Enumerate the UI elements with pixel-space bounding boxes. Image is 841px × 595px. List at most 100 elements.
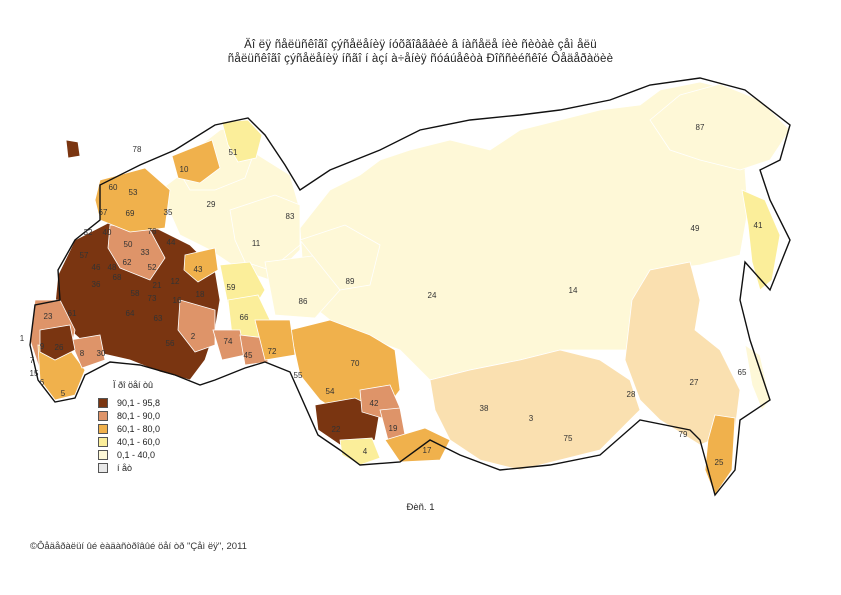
legend-item-90-95: 90,1 - 95,8	[98, 396, 160, 409]
region-label-24: 24	[428, 291, 437, 300]
region-label-46: 46	[92, 263, 101, 272]
region-label-9: 9	[40, 342, 45, 351]
region-label-55: 55	[294, 371, 303, 380]
region-label-56: 56	[166, 339, 175, 348]
region-label-45: 45	[244, 351, 253, 360]
region-label-61: 61	[68, 309, 77, 318]
region-label-79: 79	[679, 430, 688, 439]
region-chukotka[interactable]	[649, 83, 791, 171]
country-border	[29, 77, 791, 497]
region-label-19: 19	[389, 424, 398, 433]
region-label-53: 53	[129, 188, 138, 197]
region-label-52: 52	[148, 263, 157, 272]
region-label-10: 10	[180, 165, 189, 174]
region-label-7: 7	[30, 356, 35, 365]
region-label-25: 25	[715, 458, 724, 467]
region-label-40: 40	[103, 228, 112, 237]
region-label-33: 33	[141, 248, 150, 257]
legend-swatch	[98, 436, 108, 447]
region-label-30: 30	[97, 349, 106, 358]
region-far-east-orange[interactable]	[624, 261, 741, 446]
region-label-5: 5	[61, 389, 66, 398]
region-label-8: 8	[80, 349, 85, 358]
region-label-51: 51	[229, 148, 238, 157]
region-label-66: 66	[240, 313, 249, 322]
region-label-89: 89	[346, 277, 355, 286]
region-label-87: 87	[696, 123, 705, 132]
region-label-4: 4	[363, 447, 368, 456]
region-label-83: 83	[286, 212, 295, 221]
region-label-48: 48	[108, 263, 117, 272]
region-label-35: 35	[164, 208, 173, 217]
region-label-11: 11	[252, 239, 261, 248]
legend-item-40-60: 40,1 - 60,0	[98, 435, 160, 448]
region-label-62: 62	[123, 258, 132, 267]
region-label-72: 72	[268, 347, 277, 356]
legend-swatch	[98, 449, 108, 460]
region-yamal-89[interactable]	[299, 224, 381, 291]
region-murmansk-51[interactable]	[221, 119, 263, 163]
region-label-16: 16	[173, 296, 182, 305]
region-label-54: 54	[326, 387, 335, 396]
region-label-73: 73	[148, 294, 157, 303]
region-south-siberia-orange[interactable]	[429, 349, 641, 471]
region-label-69: 69	[126, 209, 135, 218]
region-label-86: 86	[299, 297, 308, 306]
legend-label: í åò	[117, 462, 133, 473]
legend-label: 40,1 - 60,0	[117, 436, 161, 447]
region-altai-4[interactable]	[339, 437, 381, 466]
region-label-3: 3	[529, 414, 534, 423]
region-kaliningrad[interactable]	[65, 139, 81, 159]
region-label-38: 38	[480, 404, 489, 413]
region-label-57: 57	[80, 251, 89, 260]
region-label-43: 43	[194, 265, 203, 274]
region-label-44: 44	[167, 238, 176, 247]
region-komi-11[interactable]	[229, 194, 301, 271]
legend-label: 90,1 - 95,8	[117, 397, 161, 408]
map-title-line-2: ñåëüñêîãî çýñåëåíèÿ íñãî í àçí à÷åíèÿ ñó…	[227, 53, 614, 65]
region-krasnodar-26[interactable]	[39, 324, 76, 361]
region-label-15: 15	[30, 369, 39, 378]
legend-label: 0,1 - 40,0	[117, 449, 156, 460]
region-label-1: 1	[20, 334, 25, 343]
region-bashkir-2[interactable]	[177, 299, 216, 353]
region-label-18: 18	[196, 290, 205, 299]
region-label-23: 23	[44, 312, 53, 321]
figure-caption: Ðèñ. 1	[406, 502, 435, 513]
region-label-27: 27	[690, 378, 699, 387]
region-label-21: 21	[153, 281, 162, 290]
map-title-line-1: Äî ëÿ ñåëüñêîãî çýñåëåíèÿ íóõãîâãàéè â í…	[244, 39, 597, 51]
copyright-icon: ©	[30, 541, 37, 552]
region-label-2: 2	[191, 332, 196, 341]
legend-item-60-80: 60,1 - 80,0	[98, 422, 160, 435]
region-khanty-86[interactable]	[264, 254, 341, 319]
region-label-74: 74	[224, 337, 233, 346]
region-tatar-orange[interactable]	[183, 247, 219, 283]
region-label-65: 65	[738, 368, 747, 377]
region-sakhalin-65[interactable]	[744, 344, 771, 411]
region-label-67: 67	[99, 208, 108, 217]
region-label-32: 32	[84, 228, 93, 237]
region-tyumen-72[interactable]	[254, 319, 296, 361]
legend-title: Ï ðî öåí òû	[113, 380, 154, 390]
region-label-28: 28	[627, 390, 636, 399]
region-label-42: 42	[370, 399, 379, 408]
region-label-63: 63	[154, 314, 163, 323]
region-label-22: 22	[332, 425, 341, 434]
legend-label: 80,1 - 90,0	[117, 410, 161, 421]
region-karelia-10[interactable]	[171, 139, 221, 184]
region-northwest-orange[interactable]	[94, 167, 171, 233]
region-label-26: 26	[55, 343, 64, 352]
legend-item-none: í åò	[98, 461, 160, 474]
region-rostov-8[interactable]	[69, 334, 106, 369]
legend-swatch	[98, 423, 108, 434]
region-kamchatka[interactable]	[741, 189, 781, 291]
region-label-17: 17	[423, 446, 432, 455]
map-legend: Ï ðî öåí òû 90,1 - 95,8 80,1 - 90,0 60,1…	[98, 380, 160, 474]
region-label-6: 6	[40, 378, 45, 387]
region-tuva-17[interactable]	[384, 427, 451, 463]
region-label-49: 49	[691, 224, 700, 233]
region-label-78: 78	[133, 145, 142, 154]
region-label-75: 75	[564, 434, 573, 443]
